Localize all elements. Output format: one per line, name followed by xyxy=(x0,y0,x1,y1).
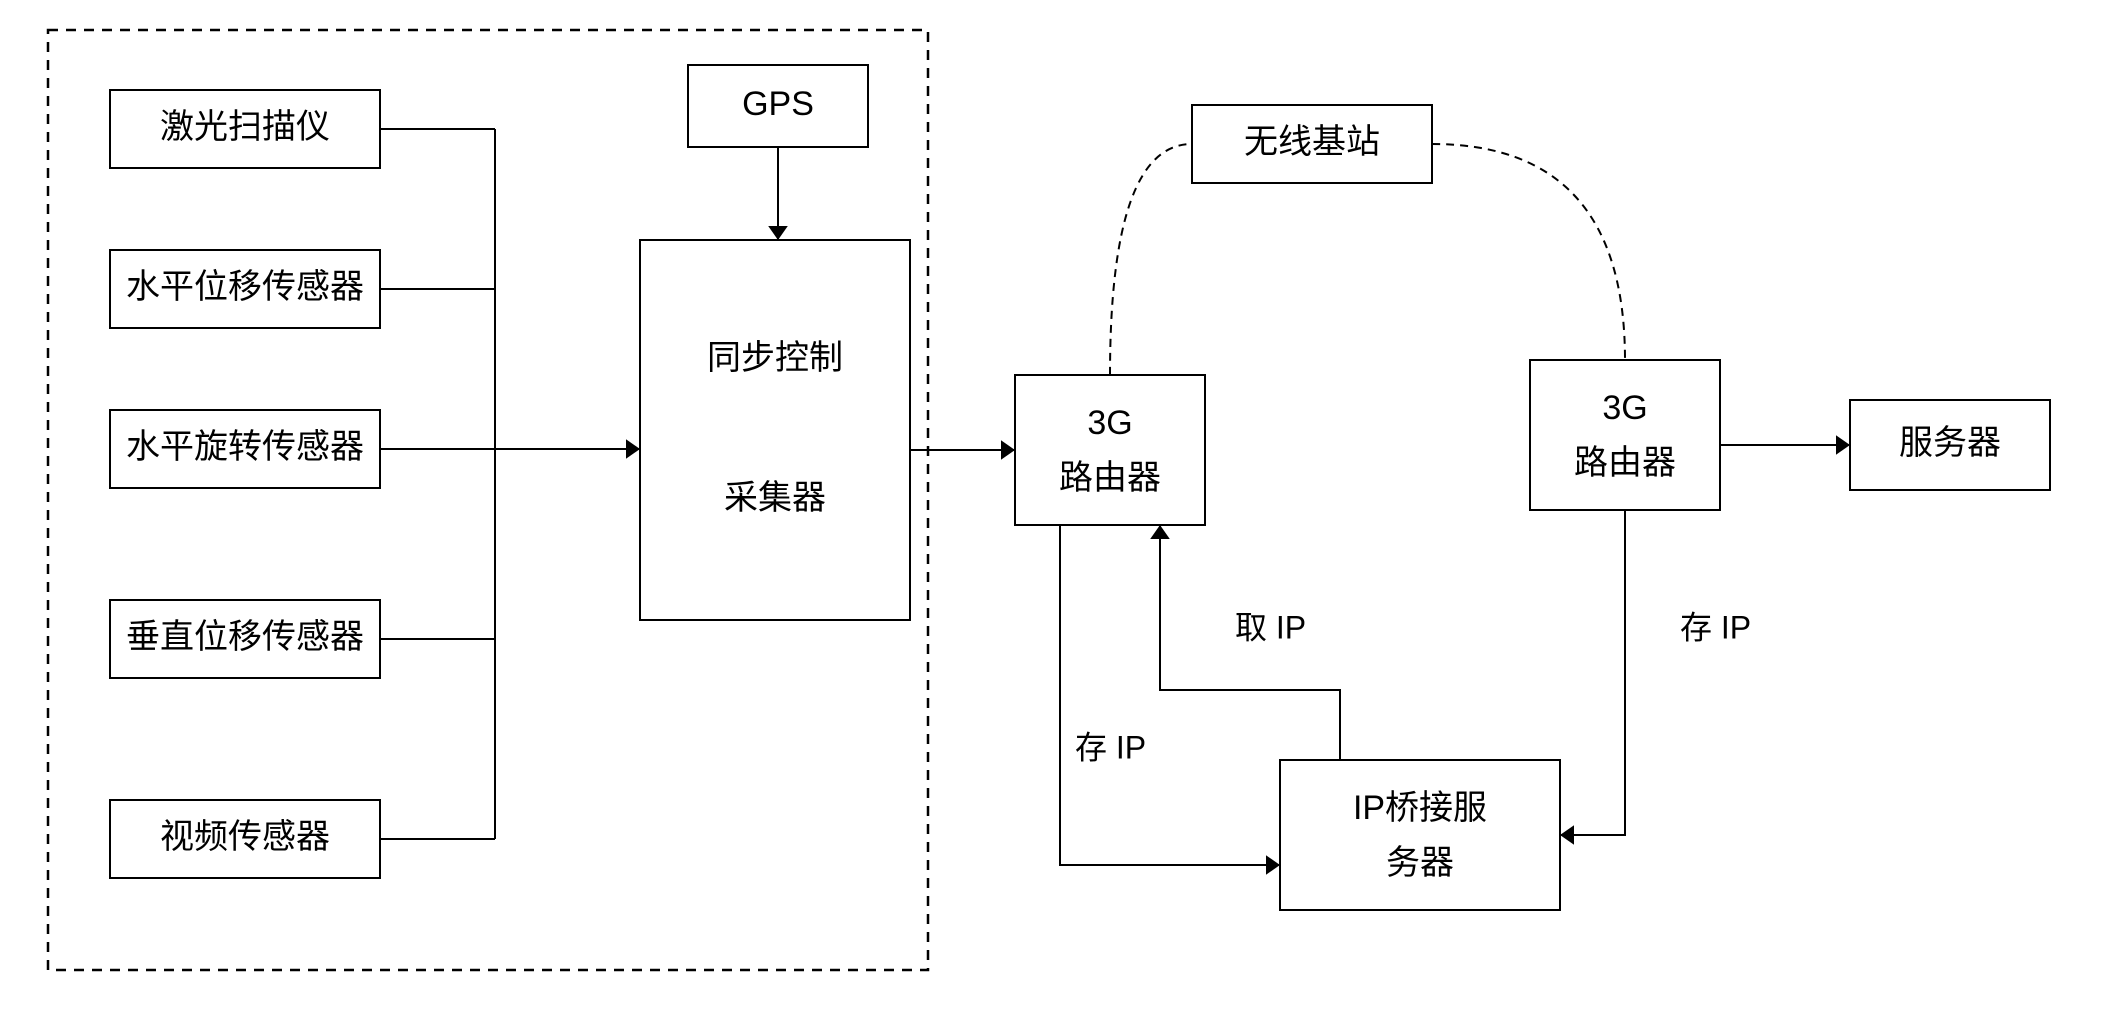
router-right-line1: 3G xyxy=(1602,389,1647,427)
router-left-line2: 路由器 xyxy=(1059,459,1161,497)
arrowhead xyxy=(1150,525,1170,539)
ip-bridge-line1: IP桥接服 xyxy=(1353,789,1487,827)
gps-label: GPS xyxy=(742,85,814,123)
router-left-box xyxy=(1015,375,1205,525)
sync-collector-line2: 采集器 xyxy=(724,479,826,517)
video-sensor-label: 视频传感器 xyxy=(160,818,330,856)
sync-collector-box xyxy=(640,240,910,620)
arrowhead xyxy=(1560,825,1574,845)
router-left-store-ip xyxy=(1060,525,1280,865)
laser-scanner-label: 激光扫描仪 xyxy=(160,108,330,146)
arrowhead xyxy=(1001,440,1015,460)
label-get-ip: 取 IP xyxy=(1235,609,1306,645)
arrowhead xyxy=(768,226,788,240)
horiz-disp-sensor-label: 水平位移传感器 xyxy=(126,268,364,306)
server-label: 服务器 xyxy=(1899,424,2001,462)
label-store-ip-left: 存 IP xyxy=(1075,729,1146,765)
router-left-line1: 3G xyxy=(1087,404,1132,442)
wireless-link-right xyxy=(1432,144,1625,360)
router-right-store-ip xyxy=(1560,510,1625,835)
vert-disp-sensor-label: 垂直位移传感器 xyxy=(126,618,364,656)
wireless-link-left xyxy=(1110,144,1192,375)
ip-bridge-line2: 务器 xyxy=(1386,844,1454,882)
sync-collector-line1: 同步控制 xyxy=(707,339,843,377)
arrowhead xyxy=(626,439,640,459)
router-right-box xyxy=(1530,360,1720,510)
horiz-rot-sensor-label: 水平旋转传感器 xyxy=(126,428,364,466)
ip-bridge-box xyxy=(1280,760,1560,910)
label-store-ip-right: 存 IP xyxy=(1680,609,1751,645)
router-right-line2: 路由器 xyxy=(1574,444,1676,482)
wireless-base-label: 无线基站 xyxy=(1244,123,1380,161)
arrowhead xyxy=(1266,855,1280,875)
arrowhead xyxy=(1836,435,1850,455)
